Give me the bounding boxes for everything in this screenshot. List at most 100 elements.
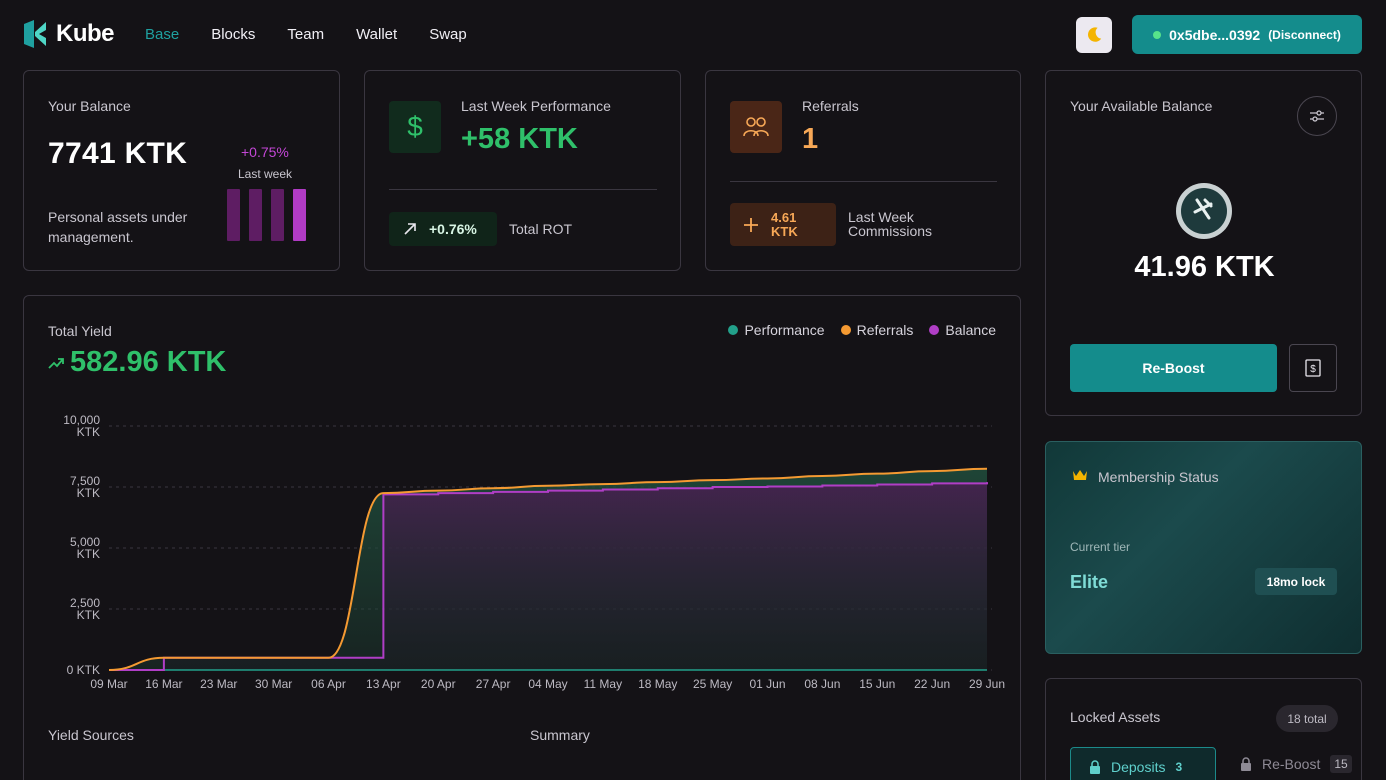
app-logo[interactable]: Kube bbox=[22, 20, 115, 48]
kube-logo-icon bbox=[24, 20, 46, 48]
x-tick-label: 13 Apr bbox=[366, 677, 401, 691]
wallet-button[interactable]: 0x5dbe...0392 (Disconnect) bbox=[1132, 15, 1362, 54]
arrow-up-right-icon bbox=[404, 223, 416, 235]
x-tick-label: 22 Jun bbox=[914, 677, 950, 691]
referrals-title: Referrals bbox=[802, 98, 859, 114]
locked-title: Locked Assets bbox=[1070, 709, 1161, 725]
membership-title: Membership Status bbox=[1098, 469, 1219, 485]
yield-card: Total Yield 582.96 KTK Performance Refer… bbox=[23, 295, 1021, 780]
x-tick-label: 18 May bbox=[638, 677, 677, 691]
roi-pill: +0.76% bbox=[389, 212, 497, 246]
y-tick-unit: KTK bbox=[77, 608, 100, 622]
reboost-button[interactable]: Re-Boost bbox=[1070, 344, 1277, 392]
nav-item-base[interactable]: Base bbox=[145, 26, 180, 43]
yield-value-row: 582.96 KTK bbox=[48, 346, 226, 379]
tab-deposits-label: Deposits bbox=[1111, 759, 1166, 775]
crown-icon bbox=[1073, 470, 1087, 480]
commission-label: Last Week Commissions bbox=[848, 209, 933, 239]
nav-item-team[interactable]: Team bbox=[287, 26, 325, 43]
balance-bar bbox=[227, 189, 240, 241]
tab-deposits[interactable]: Deposits 3 bbox=[1070, 747, 1216, 780]
commission-pill: 4.61 KTK bbox=[730, 203, 836, 246]
legend-dot bbox=[929, 325, 940, 335]
nav-item-swap[interactable]: Swap bbox=[429, 26, 467, 43]
balance-area bbox=[109, 482, 987, 670]
available-value: 41.96 KTK bbox=[1134, 251, 1275, 283]
balance-bars bbox=[227, 189, 306, 241]
plus-icon bbox=[744, 217, 758, 232]
token-icon bbox=[1176, 183, 1232, 239]
x-tick-label: 01 Jun bbox=[749, 677, 785, 691]
available-title: Your Available Balance bbox=[1070, 98, 1213, 114]
balance-value: 7741 KTK bbox=[48, 137, 188, 170]
locked-total-badge: 18 total bbox=[1276, 705, 1338, 732]
roi-change: +0.76% bbox=[429, 221, 477, 237]
legend-dot bbox=[840, 325, 851, 335]
locked-assets-card: Locked Assets 18 total Deposits 3 Re-Boo… bbox=[1045, 678, 1362, 780]
moon-icon bbox=[1088, 27, 1102, 42]
wallet-address: 0x5dbe...0392 bbox=[1169, 26, 1261, 43]
lock-badge: 18mo lock bbox=[1255, 568, 1337, 595]
referrals-value: 1 bbox=[802, 123, 819, 155]
y-tick-label: 5,000 bbox=[70, 535, 100, 549]
users-icon bbox=[743, 117, 769, 137]
x-tick-label: 27 Apr bbox=[476, 677, 511, 691]
membership-card: Membership Status Current tier Elite 18m… bbox=[1045, 441, 1362, 654]
nav-item-wallet[interactable]: Wallet bbox=[356, 26, 398, 43]
x-tick-label: 11 May bbox=[584, 677, 622, 691]
x-tick-label: 20 Apr bbox=[421, 677, 456, 691]
tab-reboost-label: Re-Boost bbox=[1262, 756, 1321, 772]
x-tick-label: 04 May bbox=[528, 677, 567, 691]
legend-item-balance[interactable]: Balance bbox=[929, 322, 996, 338]
legend-label: Performance bbox=[744, 322, 825, 338]
x-tick-label: 23 Mar bbox=[200, 677, 237, 691]
performance-value: +58 KTK bbox=[461, 123, 578, 155]
y-tick-label: 2,500 bbox=[70, 596, 100, 610]
nav-item-blocks[interactable]: Blocks bbox=[211, 26, 256, 43]
performance-card: $ Last Week Performance +58 KTK +0.76% T… bbox=[364, 70, 681, 271]
legend-label: Referrals bbox=[856, 322, 914, 338]
balance-bar bbox=[293, 189, 306, 241]
settings-button[interactable] bbox=[1297, 96, 1337, 136]
yield-sources-title: Yield Sources bbox=[48, 727, 134, 743]
cash-icon: $ bbox=[1305, 359, 1321, 377]
yield-title: Total Yield bbox=[48, 323, 112, 339]
balance-card: Your Balance 7741 KTK +0.75% Last week P… bbox=[23, 70, 340, 271]
users-icon-box bbox=[730, 101, 782, 153]
dollar-icon: $ bbox=[407, 112, 423, 142]
withdraw-button[interactable]: $ bbox=[1289, 344, 1337, 392]
balance-description: Personal assets under management. bbox=[48, 209, 188, 245]
tab-reboost[interactable]: Re-Boost 15 bbox=[1240, 755, 1352, 773]
x-tick-label: 06 Apr bbox=[311, 677, 346, 691]
tier-label: Current tier bbox=[1070, 540, 1131, 554]
x-tick-label: 09 Mar bbox=[90, 677, 127, 691]
legend-item-referrals[interactable]: Referrals bbox=[840, 322, 914, 338]
tab-reboost-count: 15 bbox=[1330, 755, 1352, 773]
chart-legend: Performance Referrals Balance bbox=[728, 322, 996, 338]
balance-period: Last week bbox=[238, 167, 293, 181]
y-tick-unit: KTK bbox=[77, 486, 100, 500]
main-nav: Base Blocks Team Wallet Swap bbox=[145, 26, 467, 43]
legend-item-performance[interactable]: Performance bbox=[728, 322, 825, 338]
summary-title: Summary bbox=[530, 727, 590, 743]
x-tick-label: 08 Jun bbox=[804, 677, 840, 691]
theme-toggle-button[interactable] bbox=[1076, 17, 1112, 53]
y-tick-label: 7,500 bbox=[70, 474, 100, 488]
svg-text:$: $ bbox=[1310, 364, 1316, 375]
performance-title: Last Week Performance bbox=[461, 98, 611, 114]
legend-dot bbox=[728, 325, 739, 335]
commission-amount-block: 4.61 KTK bbox=[771, 209, 798, 239]
tab-deposits-count: 3 bbox=[1175, 760, 1183, 774]
yield-value: 582.96 KTK bbox=[70, 346, 227, 378]
balance-bar bbox=[271, 189, 284, 241]
commission-amount: 4.61 bbox=[771, 209, 797, 225]
lock-icon bbox=[1090, 760, 1100, 774]
referrals-card: Referrals 1 4.61 KTK Last Week Commissio… bbox=[705, 70, 1021, 271]
y-tick-label: 10,000 bbox=[63, 413, 100, 427]
balance-change: +0.75% bbox=[241, 144, 289, 160]
commission-unit: KTK bbox=[771, 223, 798, 239]
legend-label: Balance bbox=[945, 322, 996, 338]
divider bbox=[730, 181, 997, 182]
balance-title: Your Balance bbox=[48, 98, 131, 114]
